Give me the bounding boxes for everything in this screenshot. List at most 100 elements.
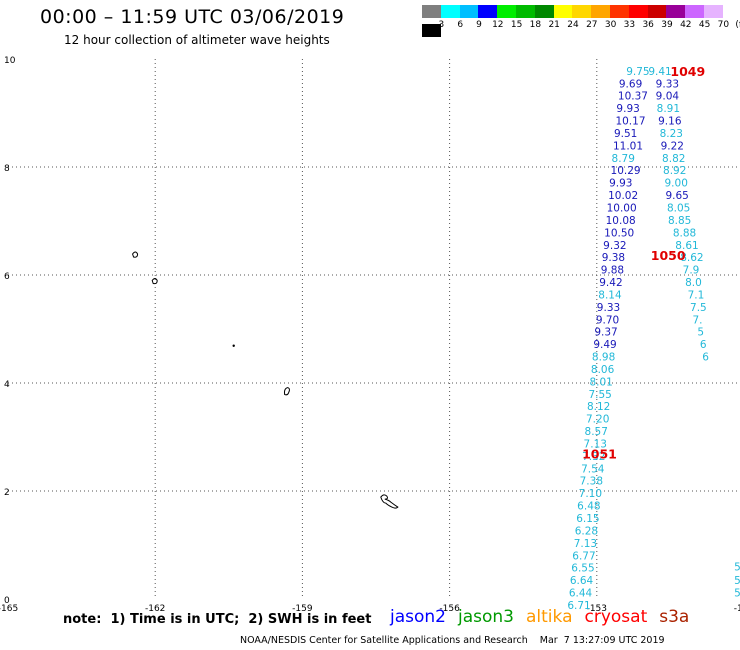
legend-swatch xyxy=(666,5,686,18)
footer-note: note: 1) Time is in UTC; 2) SWH is in fe… xyxy=(63,612,372,627)
x-tick-label: -150 xyxy=(734,604,740,614)
wave-height-value: 6.15 xyxy=(576,513,599,525)
island-outline xyxy=(132,251,139,258)
y-tick-label: 6 xyxy=(4,272,10,282)
legend-label: 21 xyxy=(548,20,560,30)
legend-swatch xyxy=(609,5,629,18)
wave-height-value: 7.54 xyxy=(581,463,605,475)
legend-label: 24 xyxy=(567,20,579,30)
y-tick-label: 4 xyxy=(4,380,10,390)
wave-height-value: 6.77 xyxy=(572,550,595,562)
wave-height-value: 6.55 xyxy=(571,563,594,575)
y-tick-label: 8 xyxy=(4,164,10,174)
wave-height-value: 8.12 xyxy=(587,401,610,413)
wave-height-value: 10.29 xyxy=(611,165,641,177)
wave-height-value: 9.65 xyxy=(665,190,688,202)
legend-label: 12 xyxy=(492,20,504,30)
legend-label: 39 xyxy=(661,20,673,30)
wave-height-value: 6.44 xyxy=(569,588,593,600)
wave-height-value: 9.41 xyxy=(648,66,671,78)
wave-height-value: 7.13 xyxy=(584,438,607,450)
wave-height-value: 7.13 xyxy=(574,538,597,550)
wave-height-value: 5 xyxy=(734,562,740,574)
wave-height-value: 9.37 xyxy=(594,327,617,339)
wave-height-value: 10.50 xyxy=(604,227,634,239)
wave-height-value: 8.88 xyxy=(673,227,696,239)
wave-height-value: 6.48 xyxy=(577,501,600,513)
y-tick-label: 0 xyxy=(4,596,10,606)
island-outline xyxy=(232,344,235,347)
wave-height-value: 8.57 xyxy=(585,426,608,438)
legend-swatch xyxy=(422,24,441,37)
wave-height-value: 6.64 xyxy=(570,575,594,587)
wave-height-value: 10.00 xyxy=(607,203,637,215)
wave-height-value: 11.01 xyxy=(613,140,643,152)
legend-label: 42 xyxy=(680,20,692,30)
x-tick-label: -159 xyxy=(292,604,313,614)
wave-height-value: 9.93 xyxy=(616,103,639,115)
legend-swatch xyxy=(459,5,479,18)
wave-height-value: 9.93 xyxy=(609,178,632,190)
legend-swatch xyxy=(628,5,648,18)
wave-height-value: 6 xyxy=(702,352,709,364)
y-tick-label: 10 xyxy=(4,56,16,66)
legend-swatch xyxy=(440,5,460,18)
legend-label: (ft) xyxy=(735,20,740,30)
x-tick-label: -156 xyxy=(439,604,460,614)
x-tick-label: -153 xyxy=(587,604,607,614)
wave-height-value: 7. xyxy=(692,314,702,326)
x-tick-label: -165 xyxy=(0,604,18,614)
footer-credit: NOAA/NESDIS Center for Satellite Applica… xyxy=(240,635,665,646)
legend-swatch xyxy=(591,5,610,18)
wave-height-value: 6.28 xyxy=(575,525,598,537)
buoy-label: 1050 xyxy=(651,248,686,263)
wave-height-value: 9.33 xyxy=(597,302,620,314)
wave-height-value: 10.37 xyxy=(618,91,648,103)
wave-height-value: 10.08 xyxy=(606,215,636,227)
legend-label: 3 xyxy=(438,20,445,30)
wave-height-value: 9.38 xyxy=(602,252,625,264)
color-legend xyxy=(422,5,740,43)
wave-height-value: 7.9 xyxy=(683,265,700,277)
island-outline xyxy=(283,387,290,396)
legend-label: 27 xyxy=(586,20,598,30)
buoy-label: 1051 xyxy=(582,447,617,462)
legend-label: 33 xyxy=(623,20,636,30)
legend-swatch xyxy=(703,5,723,18)
satellite-name: s3a xyxy=(659,607,690,627)
wave-height-value: 9.16 xyxy=(658,116,682,128)
wave-height-value: 8.0 xyxy=(685,277,702,289)
satellite-legend: jason2 jason3 altika cryosat s3a xyxy=(390,607,701,627)
wave-height-value: 9.33 xyxy=(656,78,679,90)
wave-height-value: 7.38 xyxy=(580,476,603,488)
satellite-name: cryosat xyxy=(584,607,648,627)
wave-height-value: 7.32 xyxy=(582,451,605,463)
wave-height-value: 6 xyxy=(700,339,707,351)
map-title: 00:00 – 11:59 UTC 03/06/2019 xyxy=(40,6,345,28)
wave-height-value: 8.05 xyxy=(667,203,690,215)
wave-height-value: 7.20 xyxy=(586,414,609,426)
wave-height-value: 10.17 xyxy=(615,116,645,128)
wave-height-value: 7.1 xyxy=(688,289,705,301)
x-tick-label: -162 xyxy=(145,604,165,614)
wave-height-value: 8.14 xyxy=(598,289,622,301)
wave-height-value: 9.00 xyxy=(665,178,688,190)
wave-height-value: 8.01 xyxy=(589,376,612,388)
legend-label: 36 xyxy=(642,20,654,30)
wave-height-value: 9.69 xyxy=(619,78,642,90)
satellite-name: jason3 xyxy=(458,607,514,627)
legend-label: 70 xyxy=(717,20,730,30)
legend-label: 6 xyxy=(457,20,464,30)
legend-swatch xyxy=(497,5,516,18)
wave-height-value: 5 xyxy=(697,327,704,339)
buoy-label: 1049 xyxy=(670,64,705,79)
map-subtitle: 12 hour collection of altimeter wave hei… xyxy=(64,33,330,47)
wave-height-value: 9.49 xyxy=(593,339,616,351)
wave-height-value: 8.62 xyxy=(680,252,703,264)
legend-label: 30 xyxy=(604,20,617,30)
legend-swatch xyxy=(422,5,441,18)
wave-height-value: 8.23 xyxy=(660,128,683,140)
wave-height-value: 9.04 xyxy=(656,91,680,103)
wave-height-value: 8.82 xyxy=(662,153,685,165)
